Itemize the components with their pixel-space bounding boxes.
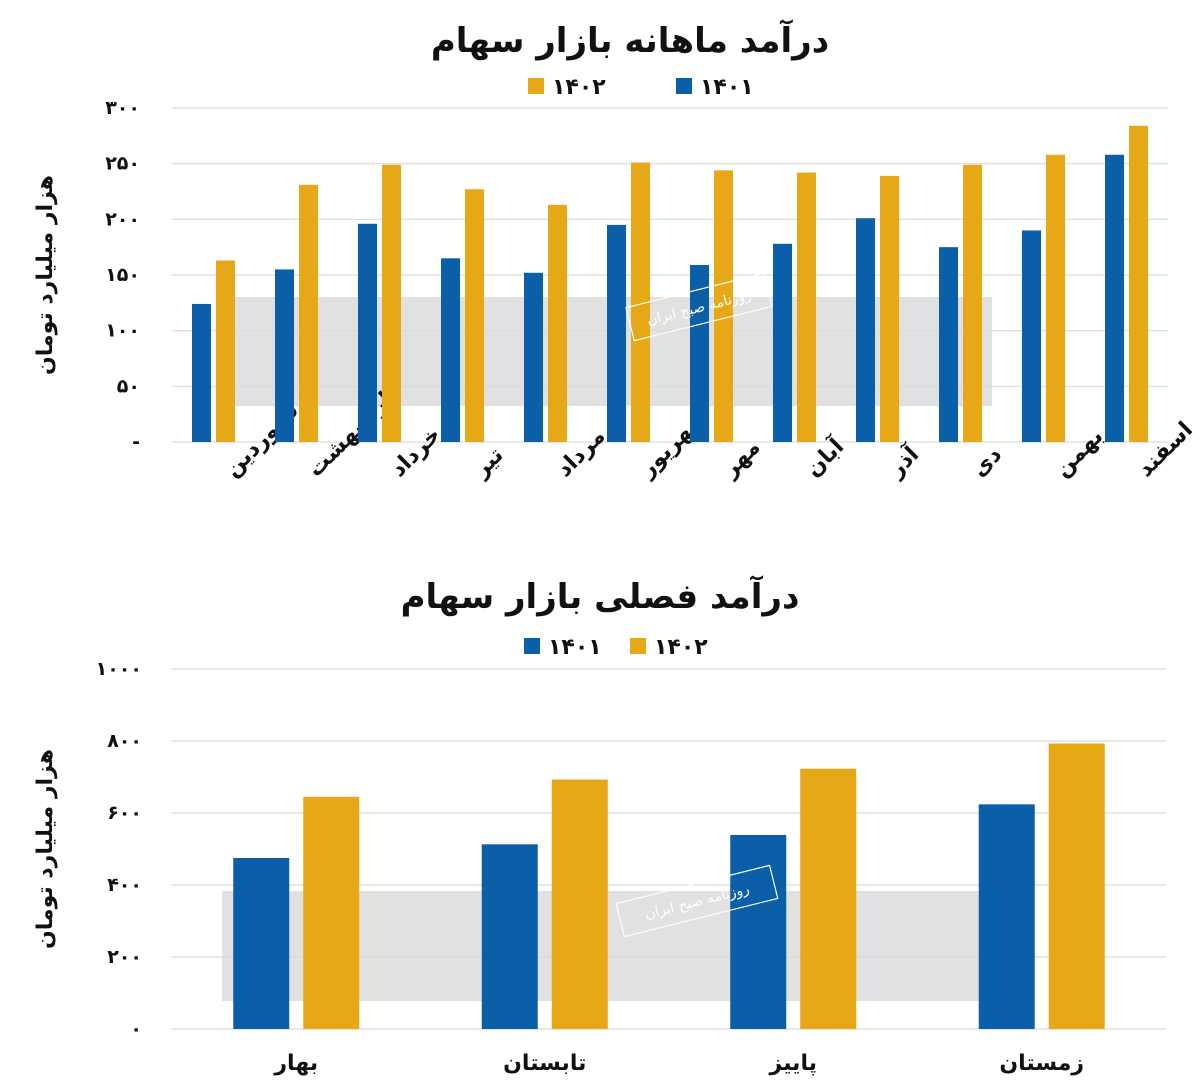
- bar-1401-8: [856, 218, 875, 442]
- y-tick-label: ۱۰۰۰: [96, 658, 142, 680]
- bar-1402-2: [800, 768, 857, 1029]
- watermark-stamp-border: [625, 272, 773, 342]
- bar-1401-6: [690, 264, 709, 442]
- legend-label-1401: ۱۴۰۱: [548, 635, 602, 660]
- y-tick-label: -: [132, 431, 140, 453]
- chart-seasonal: درآمد فصلی بازار سهام ۱۴۰۱ ۱۴۰۲ هزار میلیار…: [33, 575, 1166, 1076]
- x-tick-label: آذر: [881, 440, 924, 483]
- bar-1402-4: [548, 204, 567, 442]
- bar-1401-10: [1022, 230, 1041, 442]
- bar-1401-11: [1105, 154, 1124, 442]
- y-tick-label: ۱۰۰: [105, 320, 140, 342]
- chart-title: درآمد فصلی بازار سهام: [401, 575, 800, 617]
- bar-1402-3: [465, 189, 484, 442]
- x-tick-label: پاییز: [769, 1051, 817, 1076]
- bar-1402-5: [631, 162, 650, 442]
- bar-1402-2: [382, 164, 401, 442]
- bar-1401-3: [978, 804, 1035, 1029]
- bar-1401-2: [730, 834, 787, 1029]
- y-tick-label: ۲۵۰: [105, 153, 140, 175]
- x-tick-label: دی: [967, 442, 1007, 482]
- bar-1402-1: [299, 184, 318, 442]
- y-tick-label: ۲۰۰: [105, 208, 140, 230]
- bar-1401-3: [441, 258, 460, 442]
- bar-1401-4: [524, 272, 543, 442]
- y-tick-label: ۱۵۰: [105, 264, 140, 286]
- bar-1402-11: [1129, 125, 1148, 443]
- bar-1401-1: [275, 269, 294, 442]
- bar-1401-9: [939, 247, 958, 442]
- y-tick-label: ۳۰۰: [105, 97, 140, 119]
- bar-1402-10: [1046, 154, 1065, 442]
- legend-label-1402: ۱۴۰۲: [552, 75, 606, 100]
- chart-title: درآمد ماهانه بازار سهام: [431, 19, 829, 61]
- bar-1401-0: [233, 858, 290, 1029]
- x-tick-label: تیر: [468, 443, 508, 483]
- bar-1402-7: [797, 172, 816, 442]
- chart-monthly: درآمد ماهانه بازار سهام ۱۴۰۲ ۱۴۰۱ هزار میلی…: [33, 19, 1198, 483]
- bar-1402-6: [714, 170, 733, 442]
- legend-swatch-1401: [676, 78, 692, 94]
- bar-1402-3: [1048, 743, 1105, 1029]
- bar-1401-2: [358, 223, 377, 442]
- bar-1402-9: [963, 164, 982, 442]
- y-tick-label: ۴۰۰: [107, 874, 142, 896]
- y-axis-label: هزار میلیارد تومان: [33, 175, 58, 375]
- x-tick-label: تابستان: [503, 1051, 586, 1076]
- legend-swatch-1402: [630, 638, 646, 654]
- bar-1402-0: [303, 796, 360, 1029]
- y-tick-label: ۸۰۰: [107, 730, 142, 752]
- y-tick-label: ۰: [130, 1018, 142, 1040]
- bar-1401-7: [773, 243, 792, 442]
- watermark-stamp-border: [615, 864, 779, 938]
- legend-label-1401: ۱۴۰۱: [700, 75, 754, 100]
- y-tick-label: ۵۰: [117, 375, 140, 397]
- y-tick-label: ۲۰۰: [107, 946, 142, 968]
- bar-1401-5: [607, 224, 626, 442]
- bar-1402-8: [880, 175, 899, 442]
- legend-label-1402: ۱۴۰۲: [654, 635, 708, 660]
- legend-swatch-1402: [528, 78, 544, 94]
- x-tick-label: زمستان: [999, 1051, 1084, 1076]
- bar-1402-1: [551, 779, 608, 1029]
- y-axis-label: هزار میلیارد تومان: [33, 749, 58, 949]
- bar-1402-0: [216, 260, 235, 442]
- y-tick-label: ۶۰۰: [107, 802, 142, 824]
- x-tick-label: بهار: [273, 1051, 318, 1076]
- bar-1401-1: [481, 844, 538, 1029]
- legend-swatch-1401: [524, 638, 540, 654]
- bar-1401-0: [192, 303, 211, 442]
